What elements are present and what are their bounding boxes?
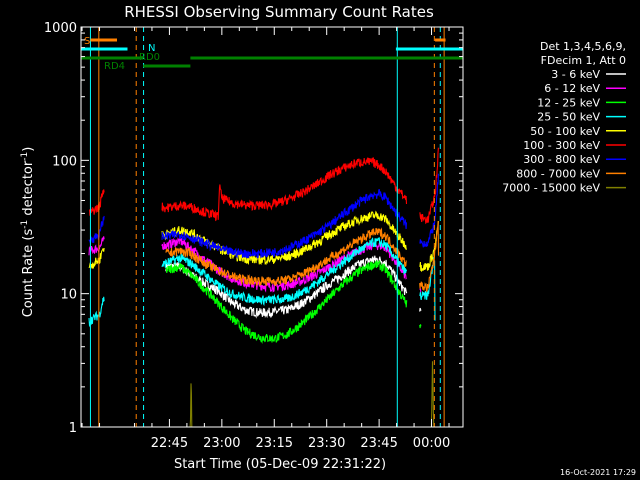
x-tick-label: 00:00 [413, 436, 450, 451]
flag-label: S [84, 36, 90, 47]
legend-label: 7000 - 15000 keV [502, 182, 600, 195]
legend-label: 800 - 7000 keV [516, 167, 600, 180]
y-axis-label: Count Rate (s-1 detector-1) [20, 147, 36, 318]
series-line-2 [165, 260, 422, 345]
x-tick-label: 22:45 [151, 436, 188, 451]
series-line-5 [88, 147, 439, 225]
generation-timestamp: 16-Oct-2021 17:29 [560, 468, 636, 477]
legend-label: 50 - 100 keV [530, 125, 600, 138]
legend-label: 25 - 50 keV [537, 111, 600, 124]
legend-label: 12 - 25 keV [537, 96, 600, 109]
y-tick-label: 1 [69, 421, 77, 436]
axes: 22:45 23:00 23:15 23:30 23:45 00:00 1 10 100 1000 [44, 21, 463, 451]
chart-title: RHESSI Observing Summary Count Rates [124, 3, 434, 21]
y-tick-label: 10 [60, 288, 77, 303]
y-axis-label-part: detector [21, 160, 36, 220]
x-tick-label: 23:15 [256, 436, 293, 451]
y-tick-label: 1000 [44, 21, 77, 36]
legend: Det 1,3,4,5,6,9, FDecim 1, Att 0 3 - 6 k… [502, 40, 626, 195]
x-axis-label: Start Time (05-Dec-09 22:31:22) [174, 457, 386, 472]
series-line-6 [88, 173, 439, 260]
legend-header-line: Det 1,3,4,5,6,9, [540, 40, 626, 53]
y-axis-label-part: ) [21, 147, 36, 152]
y-tick-label: 100 [52, 154, 77, 169]
flag-label: RD0 [139, 52, 160, 63]
legend-label: 300 - 800 keV [523, 153, 600, 166]
x-tick-label: 23:00 [203, 436, 240, 451]
legend-header-line: FDecim 1, Att 0 [541, 54, 626, 67]
x-tick-label: 23:30 [308, 436, 345, 451]
legend-label: 3 - 6 keV [551, 68, 600, 81]
flag-label: N [148, 43, 155, 54]
plot-frame [80, 26, 464, 428]
y-axis-label-part: Count Rate (s [21, 229, 36, 318]
series-line-7 [165, 221, 440, 292]
y-axis-label-exponent: -1 [20, 220, 30, 229]
y-axis-label-exponent: -1 [20, 152, 30, 161]
legend-label: 100 - 300 keV [523, 139, 600, 152]
legend-label: 6 - 12 keV [544, 82, 600, 95]
flag-label: RD4 [104, 61, 125, 72]
series-line-0 [165, 255, 422, 319]
x-tick-label: 23:45 [360, 436, 397, 451]
